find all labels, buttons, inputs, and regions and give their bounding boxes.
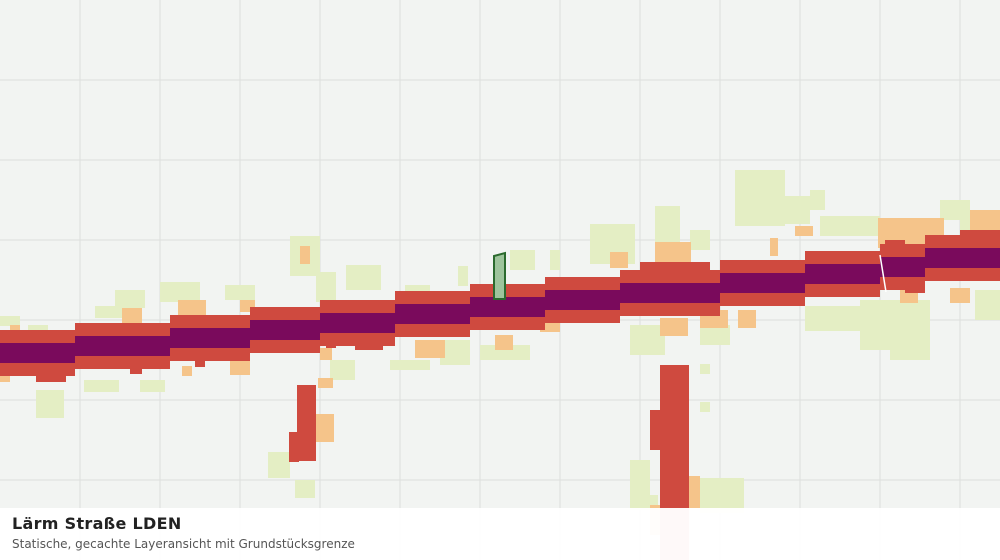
noise-zone-medium <box>182 366 192 376</box>
noise-zone-low <box>0 316 20 326</box>
noise-zone-medium <box>950 288 970 303</box>
noise-zone-low <box>820 216 880 236</box>
noise-zone-low <box>480 345 530 360</box>
noise-zone-medium <box>300 246 310 264</box>
noise-zone-low <box>860 300 890 350</box>
noise-zone-medium <box>320 348 332 360</box>
noise-zone-medium <box>770 238 778 256</box>
noise-zone-low <box>84 380 119 392</box>
noise-zone-low <box>940 200 970 220</box>
noise-zone-low <box>690 230 710 250</box>
noise-zone-high <box>289 432 299 462</box>
noise-zone-medium <box>660 318 688 336</box>
noise-zone-medium <box>230 360 250 375</box>
noise-zone-low <box>458 266 468 286</box>
noise-zone-low <box>975 290 1000 320</box>
noise-zone-high <box>130 360 142 374</box>
noise-zone-low <box>700 402 710 412</box>
noise-zone-low <box>810 190 825 210</box>
noise-zone-very-high <box>0 343 75 363</box>
noise-zone-high <box>905 275 925 293</box>
noise-zone-low <box>780 196 810 224</box>
map-divider <box>879 254 887 293</box>
noise-zone-medium <box>738 310 756 328</box>
legend-panel: Lärm Straße LDEN Statische, gecachte Lay… <box>0 508 1000 560</box>
noise-zone-low <box>268 452 290 478</box>
noise-zone-medium <box>686 476 700 508</box>
noise-zone-high <box>326 330 336 348</box>
noise-zone-low <box>655 206 680 242</box>
parcel-boundary <box>493 251 506 300</box>
noise-zone-high <box>960 230 1000 246</box>
noise-zone-very-high <box>620 283 720 303</box>
noise-zone-medium <box>122 308 142 326</box>
noise-zone-high <box>650 410 660 450</box>
noise-zone-low <box>510 250 535 270</box>
noise-zone-very-high <box>250 320 320 340</box>
noise-zone-very-high <box>720 273 805 293</box>
noise-zone-very-high <box>170 328 250 348</box>
noise-zone-medium <box>0 372 10 382</box>
noise-zone-low <box>630 325 665 355</box>
noise-zone-low <box>295 480 315 498</box>
noise-zone-low <box>225 285 255 300</box>
noise-zone-very-high <box>320 313 395 333</box>
noise-zone-low <box>346 265 381 290</box>
noise-zone-low <box>890 300 930 360</box>
noise-zone-very-high <box>75 336 170 356</box>
noise-zone-medium <box>795 226 813 236</box>
noise-zone-medium <box>495 335 513 350</box>
noise-zone-very-high <box>805 264 880 284</box>
noise-zone-medium <box>178 300 206 318</box>
noise-zone-very-high <box>925 248 1000 268</box>
noise-zone-very-high <box>395 304 470 324</box>
noise-zone-low <box>160 282 200 302</box>
noise-zone-low <box>95 306 125 318</box>
noise-zone-low <box>805 306 865 331</box>
noise-zone-low <box>700 325 730 345</box>
noise-zone-low <box>550 250 560 270</box>
noise-zone-low <box>735 170 785 226</box>
noise-zone-low <box>36 390 64 418</box>
layer-subtitle: Statische, gecachte Layeransicht mit Gru… <box>12 537 355 551</box>
noise-zone-medium <box>970 210 1000 230</box>
noise-zone-high <box>885 240 905 258</box>
noise-zone-low <box>630 460 650 500</box>
noise-zone-high <box>355 340 383 350</box>
noise-zone-low <box>390 360 430 370</box>
noise-zone-very-high <box>545 290 620 310</box>
noise-zone-low <box>330 360 355 380</box>
noise-zone-low <box>316 272 336 302</box>
noise-zone-low <box>140 380 165 392</box>
noise-zone-high <box>195 355 205 367</box>
noise-zone-high <box>297 385 316 461</box>
noise-zone-very-high <box>470 297 545 317</box>
noise-zone-low <box>700 364 710 374</box>
noise-zone-low <box>115 290 145 308</box>
noise-zone-medium <box>655 242 691 264</box>
noise-zone-very-high <box>880 257 925 277</box>
noise-zone-high <box>640 262 710 280</box>
noise-zone-medium <box>610 252 628 268</box>
noise-zone-high <box>36 370 66 382</box>
noise-zone-medium <box>415 340 445 358</box>
noise-zone-low <box>700 478 744 513</box>
layer-title: Lärm Straße LDEN <box>12 514 182 533</box>
noise-zone-medium <box>318 378 333 388</box>
noise-zone-medium <box>316 414 334 442</box>
